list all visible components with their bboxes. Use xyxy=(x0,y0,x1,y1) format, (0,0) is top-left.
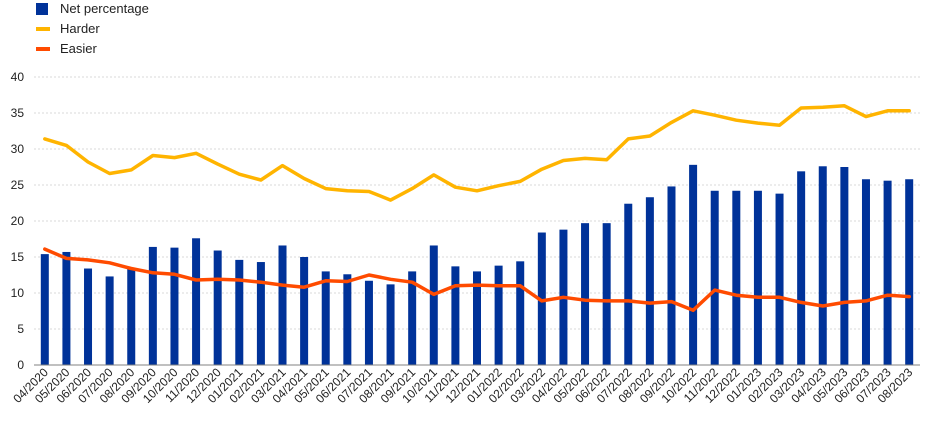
bar xyxy=(235,259,244,365)
bar xyxy=(581,223,590,365)
bar xyxy=(300,257,309,365)
y-tick-label: 15 xyxy=(11,250,25,264)
legend-swatch-easier xyxy=(36,47,50,51)
bar xyxy=(840,167,849,365)
y-tick-label: 10 xyxy=(11,286,25,300)
bar xyxy=(170,247,179,365)
y-tick-label: 30 xyxy=(11,142,25,156)
bar xyxy=(84,268,93,365)
bar xyxy=(127,267,136,365)
bar xyxy=(62,251,71,365)
bar xyxy=(278,245,287,365)
bar xyxy=(494,265,503,365)
bar xyxy=(689,164,698,365)
bar xyxy=(753,190,762,365)
bar xyxy=(408,271,417,365)
legend-swatch-harder xyxy=(36,27,50,31)
bar xyxy=(624,203,633,365)
bar xyxy=(818,166,827,365)
bar xyxy=(645,197,654,365)
bar xyxy=(905,179,914,365)
bar xyxy=(321,271,330,365)
bar xyxy=(732,190,741,365)
bar xyxy=(667,186,676,365)
bar xyxy=(429,245,438,365)
legend-label-harder: Harder xyxy=(60,21,100,36)
series-line-easier xyxy=(43,247,911,313)
bar xyxy=(213,250,222,365)
y-tick-label: 20 xyxy=(11,214,25,228)
y-tick-label: 5 xyxy=(17,322,24,336)
y-tick-label: 0 xyxy=(17,358,24,372)
bar xyxy=(451,266,460,365)
bar xyxy=(148,246,157,365)
x-axis-ticks: 04/202005/202006/202007/202008/202009/20… xyxy=(10,365,915,406)
legend-swatch-net-percentage xyxy=(36,3,48,15)
bar xyxy=(192,238,201,365)
bar xyxy=(40,254,49,365)
legend-label-net-percentage: Net percentage xyxy=(60,1,149,16)
y-tick-label: 25 xyxy=(11,178,25,192)
line-series xyxy=(43,104,911,313)
bar xyxy=(537,232,546,365)
bar xyxy=(710,190,719,365)
bar xyxy=(775,193,784,365)
bar xyxy=(797,171,806,365)
y-axis-ticks: 0 5 10 15 20 25 30 35 40 xyxy=(11,70,25,372)
legend-label-easier: Easier xyxy=(60,41,97,56)
bar xyxy=(473,271,481,365)
bar xyxy=(256,262,265,365)
bar xyxy=(386,284,395,365)
bar xyxy=(105,276,114,365)
y-tick-label: 35 xyxy=(11,106,25,120)
series-line-harder xyxy=(43,104,911,202)
net-percentage-bars xyxy=(40,164,914,365)
y-tick-label: 40 xyxy=(11,70,25,84)
bar xyxy=(364,280,373,365)
bar xyxy=(861,179,870,365)
bar xyxy=(883,180,892,365)
bar xyxy=(343,274,352,365)
bar xyxy=(602,223,611,365)
bar xyxy=(516,261,525,365)
